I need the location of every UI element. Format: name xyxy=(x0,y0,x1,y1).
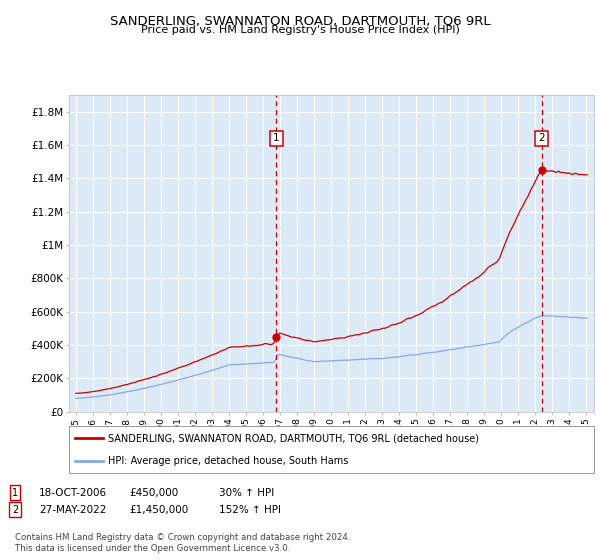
Text: £450,000: £450,000 xyxy=(129,488,178,498)
Text: HPI: Average price, detached house, South Hams: HPI: Average price, detached house, Sout… xyxy=(109,456,349,466)
Text: 1: 1 xyxy=(273,133,280,143)
Text: £1,450,000: £1,450,000 xyxy=(129,505,188,515)
Text: Contains HM Land Registry data © Crown copyright and database right 2024.
This d: Contains HM Land Registry data © Crown c… xyxy=(15,533,350,553)
Text: Price paid vs. HM Land Registry's House Price Index (HPI): Price paid vs. HM Land Registry's House … xyxy=(140,25,460,35)
Text: SANDERLING, SWANNATON ROAD, DARTMOUTH, TQ6 9RL: SANDERLING, SWANNATON ROAD, DARTMOUTH, T… xyxy=(110,14,490,27)
Text: 1: 1 xyxy=(12,488,18,498)
Text: 27-MAY-2022: 27-MAY-2022 xyxy=(39,505,106,515)
Text: 18-OCT-2006: 18-OCT-2006 xyxy=(39,488,107,498)
Text: 152% ↑ HPI: 152% ↑ HPI xyxy=(219,505,281,515)
Text: 2: 2 xyxy=(12,505,18,515)
Text: 2: 2 xyxy=(538,133,545,143)
Text: SANDERLING, SWANNATON ROAD, DARTMOUTH, TQ6 9RL (detached house): SANDERLING, SWANNATON ROAD, DARTMOUTH, T… xyxy=(109,433,479,444)
Text: 30% ↑ HPI: 30% ↑ HPI xyxy=(219,488,274,498)
